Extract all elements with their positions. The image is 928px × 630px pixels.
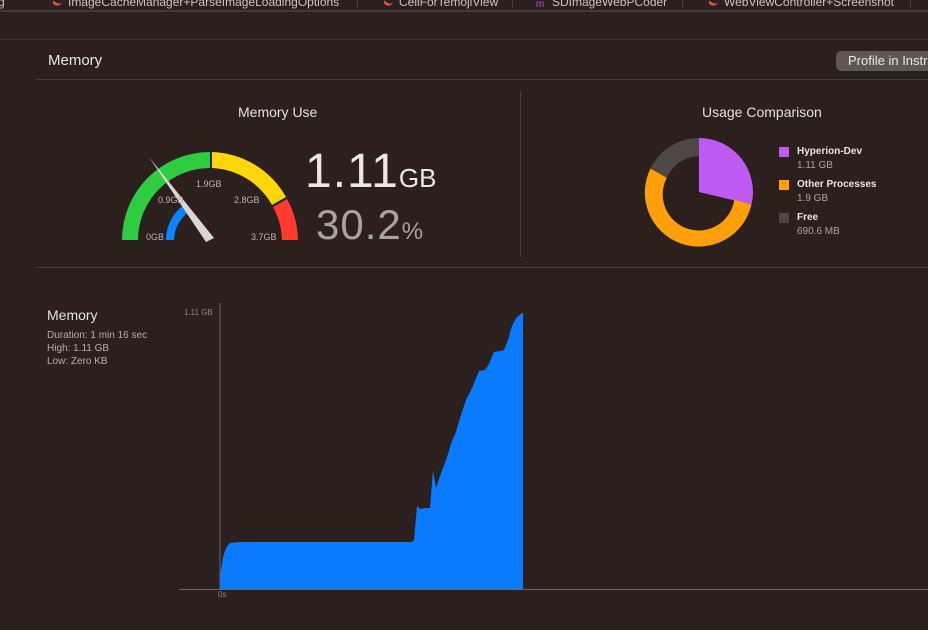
usage-donut-chart: [644, 138, 753, 247]
tab-separator: [910, 0, 911, 8]
legend-swatch-free: [779, 213, 789, 223]
graph-high: High: 1.11 GB: [47, 343, 110, 354]
gauge-label-0: 0GB: [146, 232, 165, 242]
editor-tab[interactable]: ImageCacheManager+ParseImageLoadingOptio…: [52, 0, 339, 10]
tab-bar-border: [0, 11, 928, 12]
graph-title: Memory: [47, 307, 98, 323]
tab-separator: [512, 0, 513, 8]
memory-use-title: Memory Use: [238, 104, 318, 120]
section-divider-horizontal: [36, 267, 928, 268]
gauge-label-1: 0.9GB: [158, 195, 184, 205]
editor-tab-bar: g ImageCacheManager+ParseImageLoadingOpt…: [0, 0, 928, 11]
donut-hyperion-slice: [699, 138, 753, 205]
tab-separator: [357, 0, 358, 8]
header-top-border: [0, 39, 928, 40]
swift-file-icon: [709, 0, 718, 6]
memory-use-percent: 30.2%: [316, 201, 424, 248]
editor-tab[interactable]: m SDImageWebPCoder: [536, 0, 667, 10]
graph-y-max-label: 1.11 GB: [184, 308, 213, 317]
profile-in-instruments-button[interactable]: Profile in Instruments: [836, 51, 928, 71]
legend-item-free: Free 690.6 MB: [779, 211, 877, 244]
graph-duration: Duration: 1 min 16 sec: [47, 330, 148, 341]
memory-use-value: 1.11GB: [305, 145, 437, 198]
donut-free-slice: [650, 138, 699, 178]
swift-file-icon: [384, 0, 393, 6]
svg-text:m: m: [536, 0, 544, 8]
gauge-label-2: 1.9GB: [196, 179, 222, 189]
graph-low: Low: Zero KB: [47, 356, 108, 367]
tab-separator: [682, 0, 683, 8]
swift-file-icon: [53, 0, 62, 6]
gauge-label-4: 3.7GB: [251, 232, 277, 242]
memory-graph: [179, 303, 928, 590]
gauge-usage-arc: [166, 204, 190, 240]
objc-header-icon: m: [536, 0, 544, 8]
donut-other-slice: [644, 168, 752, 247]
gauge-yellow-segment: [212, 152, 286, 205]
legend-swatch-other: [779, 180, 789, 190]
gauge-green-segment: [122, 152, 210, 240]
usage-legend: Hyperion-Dev 1.11 GB Other Processes 1.9…: [779, 145, 877, 244]
editor-tab[interactable]: WebViewController+Screenshot: [708, 0, 894, 10]
graph-x-start-label: 0s: [218, 590, 227, 599]
memory-graph-info: Memory Duration: 1 min 16 sec High: 1.11…: [47, 307, 147, 368]
legend-item-other-processes: Other Processes 1.9 GB: [779, 178, 877, 211]
editor-tab[interactable]: CellForTemojiView: [383, 0, 498, 10]
memory-area: [220, 313, 523, 589]
tab-separator: [82, 0, 83, 8]
memory-report-header: Memory Profile in Instruments: [36, 40, 928, 80]
editor-tab[interactable]: g: [0, 0, 5, 10]
gauge-label-3: 2.8GB: [234, 195, 260, 205]
legend-swatch-hyperion: [779, 147, 789, 157]
section-divider: [520, 91, 521, 257]
legend-item-hyperion: Hyperion-Dev 1.11 GB: [779, 145, 877, 178]
usage-comparison-title: Usage Comparison: [702, 104, 822, 120]
gauge-red-segment: [273, 199, 298, 240]
gauge-needle: [149, 157, 214, 242]
page-title: Memory: [48, 52, 103, 69]
memory-gauge: [122, 152, 298, 242]
